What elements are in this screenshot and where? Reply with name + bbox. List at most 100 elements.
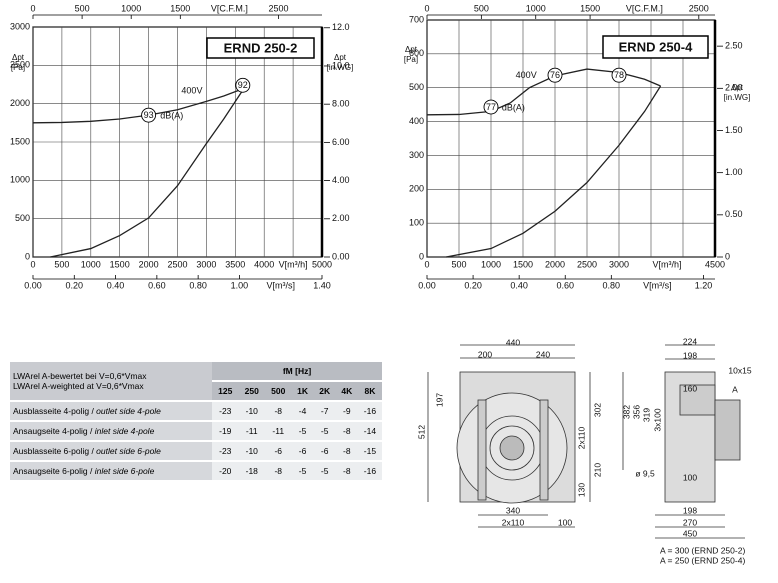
curve-note: 400V [181,85,202,95]
point-label: 93 [144,110,154,120]
dim: 160 [683,383,697,393]
x-tick-label: 1500 [513,259,533,269]
cell: -6 [265,441,292,462]
y2-tick-label: 2.00 [332,213,350,223]
impeller [499,435,525,461]
cell: -20 [212,461,239,482]
x3-tick-label: 0.20 [66,280,84,290]
dim: 270 [683,517,697,527]
x3-tick-label: 0.80 [189,280,207,290]
x-tick-label: 3500 [225,259,245,269]
cell: -4 [291,401,314,422]
y2-tick-label: 0.50 [725,209,743,219]
dim: 450 [683,528,697,538]
x-tick-label: 3000 [196,259,216,269]
curve-note: dB(A) [160,110,183,120]
cell: -23 [212,401,239,422]
y2-axis-label: [in.WG] [327,63,354,72]
cell: 125 [212,381,239,402]
x-axis-label: V[m³/h] [652,259,681,269]
x3-tick-label: 0.60 [148,280,166,290]
x-tick-label: 0 [424,259,429,269]
row-label: Ansaugseite 6-polig [13,466,88,476]
cell: -6 [291,441,314,462]
dim: 100 [558,517,572,527]
row: Ausblasseite 6-polig / outlet side 6-pol… [10,441,382,462]
point-label: 77 [486,102,496,112]
dim: ø 9,5 [635,468,655,478]
row-label: Ansaugseite 4-polig [13,426,88,436]
dim: 2x110 [576,426,586,449]
point-label: 76 [550,70,560,80]
y-tick-label: 1000 [10,175,30,185]
cell: Ansaugseite 6-polig / inlet side 6-pole [10,461,213,482]
cell: -16 [357,401,382,422]
x3-tick-label: 0.60 [556,280,574,290]
dim: 356 [631,405,641,419]
cell: -10 [238,441,265,462]
note: A = 300 (ERND 250-2) [660,545,745,555]
x3-tick-label: 0.00 [24,280,42,290]
x3-tick-label: 0.80 [603,280,621,290]
x2-tick-label: 500 [474,3,489,13]
point-marker [235,77,251,93]
separator: / [89,446,97,456]
x-tick-label: 4000 [254,259,274,269]
y2-tick-label: 12.0 [332,22,350,32]
cell: -5 [291,421,314,442]
cell: -23 [212,441,239,462]
y-tick-label: 1500 [10,136,30,146]
dim: 10x15 [728,365,751,375]
row-label-en: inlet side 6-pole [94,466,155,476]
dim: 3x100 [652,408,662,431]
dim: 197 [434,393,444,407]
x-tick-label: 1000 [81,259,101,269]
cell: -8 [335,421,358,442]
motor [714,399,741,461]
row: Ansaugseite 6-polig / inlet side 6-pole -… [10,461,382,482]
row-label-en: outlet side 6-pole [96,446,161,456]
y-tick-label: 0 [419,251,424,261]
x2-axis-label: V[C.F.M.] [211,3,248,13]
plot-frame [426,19,716,258]
y-tick-label: 400 [409,116,424,126]
cell: 250 [238,381,265,402]
x-tick-label: 2500 [167,259,187,269]
x2-tick-label: 1500 [170,3,190,13]
point-marker [611,67,627,83]
y2-tick-label: 4.00 [332,175,350,185]
row: 125 250 500 1K 2K 4K 8K [10,381,382,402]
flange [679,384,716,416]
curve-note: 400V [516,70,537,80]
y2-axis-label: Δpt [334,53,347,62]
chart-title: ERND 250-2 [224,40,298,55]
y-tick-label: 2500 [10,60,30,70]
header-line: LWArel A-bewertet bei V=0,6*Vmax [13,371,147,381]
cell: 8K [357,381,382,402]
y-tick-label: 100 [409,218,424,228]
dim: 382 [621,405,631,419]
cell: Ausblasseite 6-polig / outlet side 6-pol… [10,441,213,462]
y-tick-label: 3000 [10,21,30,31]
separator: / [87,426,95,436]
dim: 210 [592,463,602,477]
cell: -7 [313,401,336,422]
title-box [206,37,315,59]
point-marker [483,99,499,115]
note: A = 250 (ERND 250-4) [660,555,745,565]
cell: fM [Hz] [212,362,382,382]
cell: -5 [313,421,336,442]
x3-axis-label: V[m³/s] [266,280,295,290]
x-tick-label: 1500 [110,259,130,269]
y-axis-label: [Pa] [11,63,25,72]
y-tick-label: 700 [409,14,424,24]
dim: 302 [592,403,602,417]
dim: 224 [683,336,697,346]
cell: 4K [335,381,358,402]
cell: -6 [313,441,336,462]
x2-tick-label: 1000 [121,3,141,13]
y-tick-label: 300 [409,150,424,160]
cell: -11 [265,421,292,442]
x3-tick-label: 1.20 [695,280,713,290]
